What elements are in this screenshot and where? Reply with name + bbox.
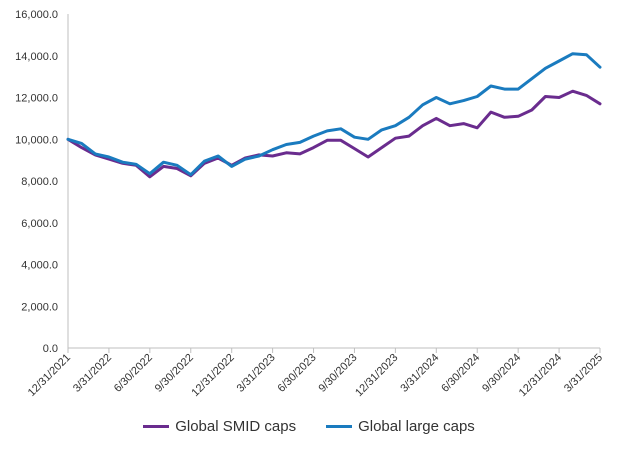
- y-tick-label: 2,000.0: [21, 301, 58, 313]
- legend-label-smid: Global SMID caps: [175, 418, 297, 435]
- y-tick-label: 14,000.0: [15, 51, 58, 63]
- x-tick-label: 6/30/2023: [276, 352, 319, 395]
- x-tick-label: 12/31/2024: [517, 352, 564, 399]
- x-tick-label: 12/31/2021: [26, 352, 73, 399]
- x-tick-label: 6/30/2022: [112, 352, 155, 395]
- legend-item-smid: Global SMID caps: [143, 418, 296, 435]
- y-tick-label: 4,000.0: [21, 260, 58, 272]
- x-tick-label: 3/31/2025: [562, 352, 605, 395]
- legend-swatch-smid: [143, 425, 170, 428]
- x-tick-label: 9/30/2023: [316, 352, 359, 395]
- x-axis-ticks: [67, 348, 601, 353]
- x-tick-label: 3/31/2022: [71, 352, 114, 395]
- legend-item-large: Global large caps: [326, 418, 475, 435]
- x-axis-labels: 12/31/20213/31/20226/30/20229/30/202212/…: [26, 352, 605, 399]
- x-tick-label: 12/31/2023: [353, 352, 400, 399]
- y-tick-label: 0.0: [43, 343, 58, 355]
- series-line-smid: [66, 89, 602, 179]
- x-tick-label: 9/30/2024: [480, 352, 523, 395]
- y-tick-label: 16,000.0: [15, 9, 58, 21]
- y-tick-label: 12,000.0: [15, 93, 58, 105]
- x-tick-label: 3/31/2023: [235, 352, 278, 395]
- legend-label-large: Global large caps: [358, 418, 475, 435]
- x-tick-label: 12/31/2022: [189, 352, 236, 399]
- y-tick-label: 8,000.0: [21, 176, 58, 188]
- legend: Global SMID caps Global large caps: [0, 418, 618, 435]
- y-tick-label: 6,000.0: [21, 218, 58, 230]
- series-line-large: [66, 52, 602, 177]
- y-tick-label: 10,000.0: [15, 134, 58, 146]
- legend-swatch-large: [326, 425, 353, 428]
- y-axis-labels: 0.0 2,000.0 4,000.0 6,000.0 8,000.0 10,000.0 1…: [15, 9, 58, 355]
- axes: [67, 14, 600, 349]
- x-tick-label: 6/30/2024: [439, 352, 482, 395]
- x-tick-label: 9/30/2022: [153, 352, 196, 395]
- series-lines: [66, 52, 602, 179]
- x-tick-label: 3/31/2024: [398, 352, 441, 395]
